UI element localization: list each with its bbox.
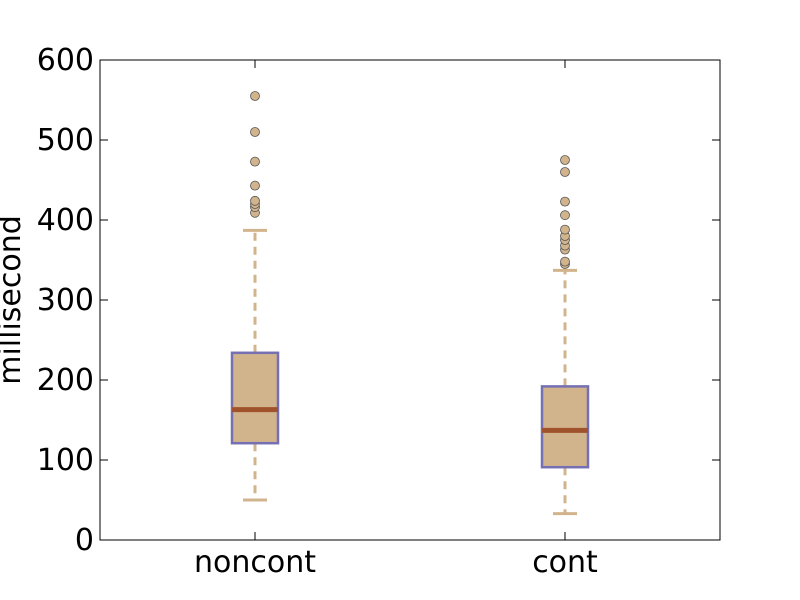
y-tick-label: 500	[37, 123, 94, 158]
x-tick-label: cont	[532, 545, 598, 580]
outlier-point	[560, 196, 570, 207]
plot-content	[230, 91, 590, 516]
box	[540, 385, 590, 469]
y-tick-label: 200	[37, 363, 94, 398]
outlier-point	[560, 256, 570, 267]
outlier-point	[250, 127, 260, 137]
outlier-point	[560, 167, 570, 177]
outlier-point	[250, 156, 260, 167]
y-axis-label: millisecond	[0, 215, 28, 385]
outlier-point	[560, 224, 570, 235]
plot-frame	[99, 59, 721, 541]
axis-ticks: noncont cont 0 100 200 300 400 500 600	[37, 43, 720, 580]
box-group-noncont	[230, 91, 280, 502]
y-tick-label: 400	[37, 203, 94, 238]
y-tick-label: 600	[37, 43, 94, 78]
y-tick-label: 300	[37, 283, 94, 318]
outlier-point	[250, 180, 260, 191]
box-group-cont	[540, 155, 590, 516]
outlier-point	[250, 195, 260, 206]
outlier-point	[560, 155, 570, 165]
x-tick-label: noncont	[194, 545, 316, 580]
outlier-point	[560, 210, 570, 221]
y-tick-label: 0	[75, 523, 94, 558]
y-tick-label: 100	[37, 443, 94, 478]
outlier-point	[250, 91, 260, 101]
box	[230, 351, 280, 445]
